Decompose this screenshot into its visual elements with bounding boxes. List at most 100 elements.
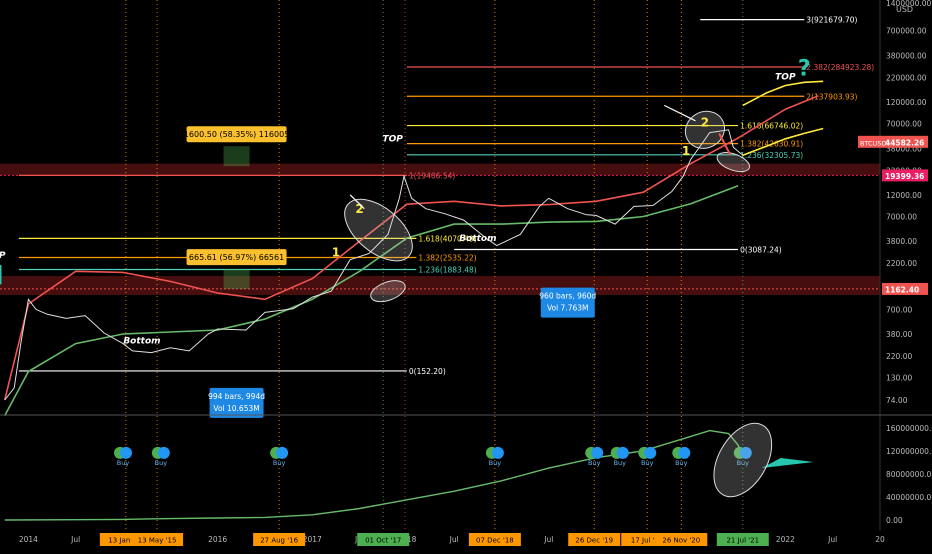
date-label-bg bbox=[468, 533, 521, 546]
indicator-panel: 160000000.00 120000000.00 80000000.00 40000… bbox=[4, 422, 932, 525]
buy-signal-label: Buy bbox=[273, 459, 286, 467]
price-axis-tick: 70000.00 bbox=[886, 120, 922, 129]
date-label: 17 Jul '20 bbox=[631, 537, 664, 545]
price-axis-tick: 120000.00 bbox=[886, 98, 927, 107]
price-axis-tick: 380000.00 bbox=[886, 51, 927, 60]
buy-signal-dot bbox=[157, 446, 170, 459]
symbol-tag-bg bbox=[858, 135, 882, 148]
time-axis-tick: 2022 bbox=[776, 535, 795, 544]
chart-annotation: 2 bbox=[355, 202, 363, 216]
last-price-tag-value: 44582.26 bbox=[885, 138, 924, 147]
level-tag-label: 1162.40 bbox=[885, 285, 919, 294]
buy-signal-label: Buy bbox=[641, 459, 654, 467]
date-label: 01 Oct '17 bbox=[365, 537, 401, 545]
price-line bbox=[4, 129, 744, 401]
chart-annotation: Bottom bbox=[123, 337, 160, 347]
price-axis-tick: 3800.00 bbox=[886, 237, 917, 246]
buy-signal-dot bbox=[678, 446, 691, 459]
chart-annotation: TOP bbox=[382, 134, 403, 144]
buy-signal-dot bbox=[591, 446, 604, 459]
fib-levels: 3(921679.70) 2.382(284923.28) 2(137903.93)… bbox=[18, 16, 874, 376]
chart-annotation: TOP bbox=[775, 72, 796, 82]
measure-box: 665.61 (56.97%) 66561 bbox=[186, 249, 287, 290]
highlight-ellipse bbox=[344, 198, 413, 262]
measure-box-range bbox=[223, 146, 250, 167]
date-label-bg bbox=[655, 533, 708, 546]
time-axis-tick: Jul bbox=[543, 535, 553, 544]
fib-level-label: 1.618(4070.49) bbox=[418, 234, 476, 243]
time-axis-tick: Jul bbox=[449, 535, 459, 544]
range-box-line2: Vol 10.653M bbox=[213, 404, 259, 413]
date-label: 21 Jul '21 bbox=[726, 537, 759, 545]
level-tag-bg bbox=[882, 169, 928, 182]
chart-annotation: ? bbox=[798, 57, 811, 82]
fib-level-label: 2.382(284923.28) bbox=[806, 63, 874, 72]
range-box-line1: 994 bars, 994d bbox=[208, 392, 265, 401]
annotations: 11600.50 (58.35%) 1160050 665.61 (56.97%)… bbox=[0, 57, 811, 418]
date-label: 07 Dec '18 bbox=[476, 537, 514, 545]
highlight-ellipse bbox=[370, 280, 406, 303]
price-axis-tick: 1400000.00 bbox=[886, 0, 932, 8]
range-box: 994 bars, 994d Vol 10.653M bbox=[208, 387, 265, 418]
price-axis-tick: 38000.00 bbox=[886, 144, 922, 153]
time-axis-tick: 2016 bbox=[208, 535, 227, 544]
buy-signal-label: Buy bbox=[588, 459, 601, 467]
price-axis-tick: 220000.00 bbox=[886, 73, 927, 82]
buy-signal-dot bbox=[491, 446, 504, 459]
highlight-ellipse bbox=[713, 422, 773, 498]
date-label-bg bbox=[131, 533, 184, 546]
date-label: 13 Jan '15 bbox=[108, 537, 143, 545]
price-axis-tick: 220.00 bbox=[886, 352, 912, 361]
measure-box-text: 11600.50 (58.35%) 1160050 bbox=[179, 130, 295, 139]
zones bbox=[0, 163, 880, 296]
chart-annotation: 1 bbox=[682, 144, 690, 158]
time-axis-tick: 2017 bbox=[303, 535, 322, 544]
price-axis-tick: 74.00 bbox=[886, 396, 908, 405]
buy-signal-label: Buy bbox=[614, 459, 627, 467]
measure-box-range bbox=[223, 269, 250, 290]
indicator-axis-tick: 40000000.00 bbox=[886, 493, 932, 502]
buy-signal-label: Buy bbox=[675, 459, 688, 467]
series bbox=[3, 80, 824, 417]
date-label-bg bbox=[568, 533, 621, 546]
symbol-tag-label: BTCUSD bbox=[860, 139, 886, 147]
date-label-bg bbox=[357, 533, 410, 546]
date-label: 26 Dec '19 bbox=[575, 537, 613, 545]
range-box-bg bbox=[540, 287, 595, 318]
fib-level-label: 1.236(32305.73) bbox=[740, 151, 803, 160]
resistance-zone bbox=[0, 276, 880, 296]
range-box: 960 bars, 960d Vol 7.763M bbox=[539, 287, 596, 318]
buy-signal-label: Buy bbox=[155, 459, 168, 467]
measure-box-bg bbox=[186, 126, 287, 143]
date-label: 26 Nov '20 bbox=[662, 537, 700, 545]
fib-level-label: 0(3087.24) bbox=[740, 246, 782, 255]
buy-signal-dot bbox=[644, 446, 657, 459]
level-tag-bg bbox=[882, 282, 928, 295]
highlight-ellipse bbox=[716, 152, 751, 173]
price-axis-unit: USD bbox=[896, 5, 913, 14]
buy-signal-label: Buy bbox=[117, 459, 130, 467]
buy-signal-label: Buy bbox=[737, 459, 750, 467]
level-tag-label: 19399.36 bbox=[885, 172, 924, 181]
indicator-line bbox=[4, 429, 744, 521]
range-box-line1: 960 bars, 960d bbox=[539, 292, 596, 301]
buy-signal-dot bbox=[276, 446, 289, 459]
price-axis-tick: 2200.00 bbox=[886, 259, 917, 268]
pointer-arrow-icon bbox=[349, 194, 365, 210]
indicator-axis-tick: 160000000.00 bbox=[886, 424, 932, 433]
date-label-bg bbox=[253, 533, 306, 546]
indicator-axis-tick: 80000000.00 bbox=[886, 470, 932, 479]
price-axis-tick: 7000.00 bbox=[886, 213, 917, 222]
time-axis-tick: 20 bbox=[875, 535, 885, 544]
date-label: 13 May '15 bbox=[138, 537, 177, 545]
measure-box: 11600.50 (58.35%) 1160050 bbox=[179, 126, 295, 167]
vertical-lines bbox=[125, 0, 744, 530]
range-box-bg bbox=[209, 387, 264, 418]
fib-level-label: 1(19406.54) bbox=[409, 171, 455, 180]
fib-level-label: 2(137903.93) bbox=[806, 92, 857, 101]
chart-annotation: 1 bbox=[332, 245, 340, 259]
chart-annotation: Bottom bbox=[459, 234, 496, 244]
date-label: 27 Aug '16 bbox=[260, 537, 298, 545]
